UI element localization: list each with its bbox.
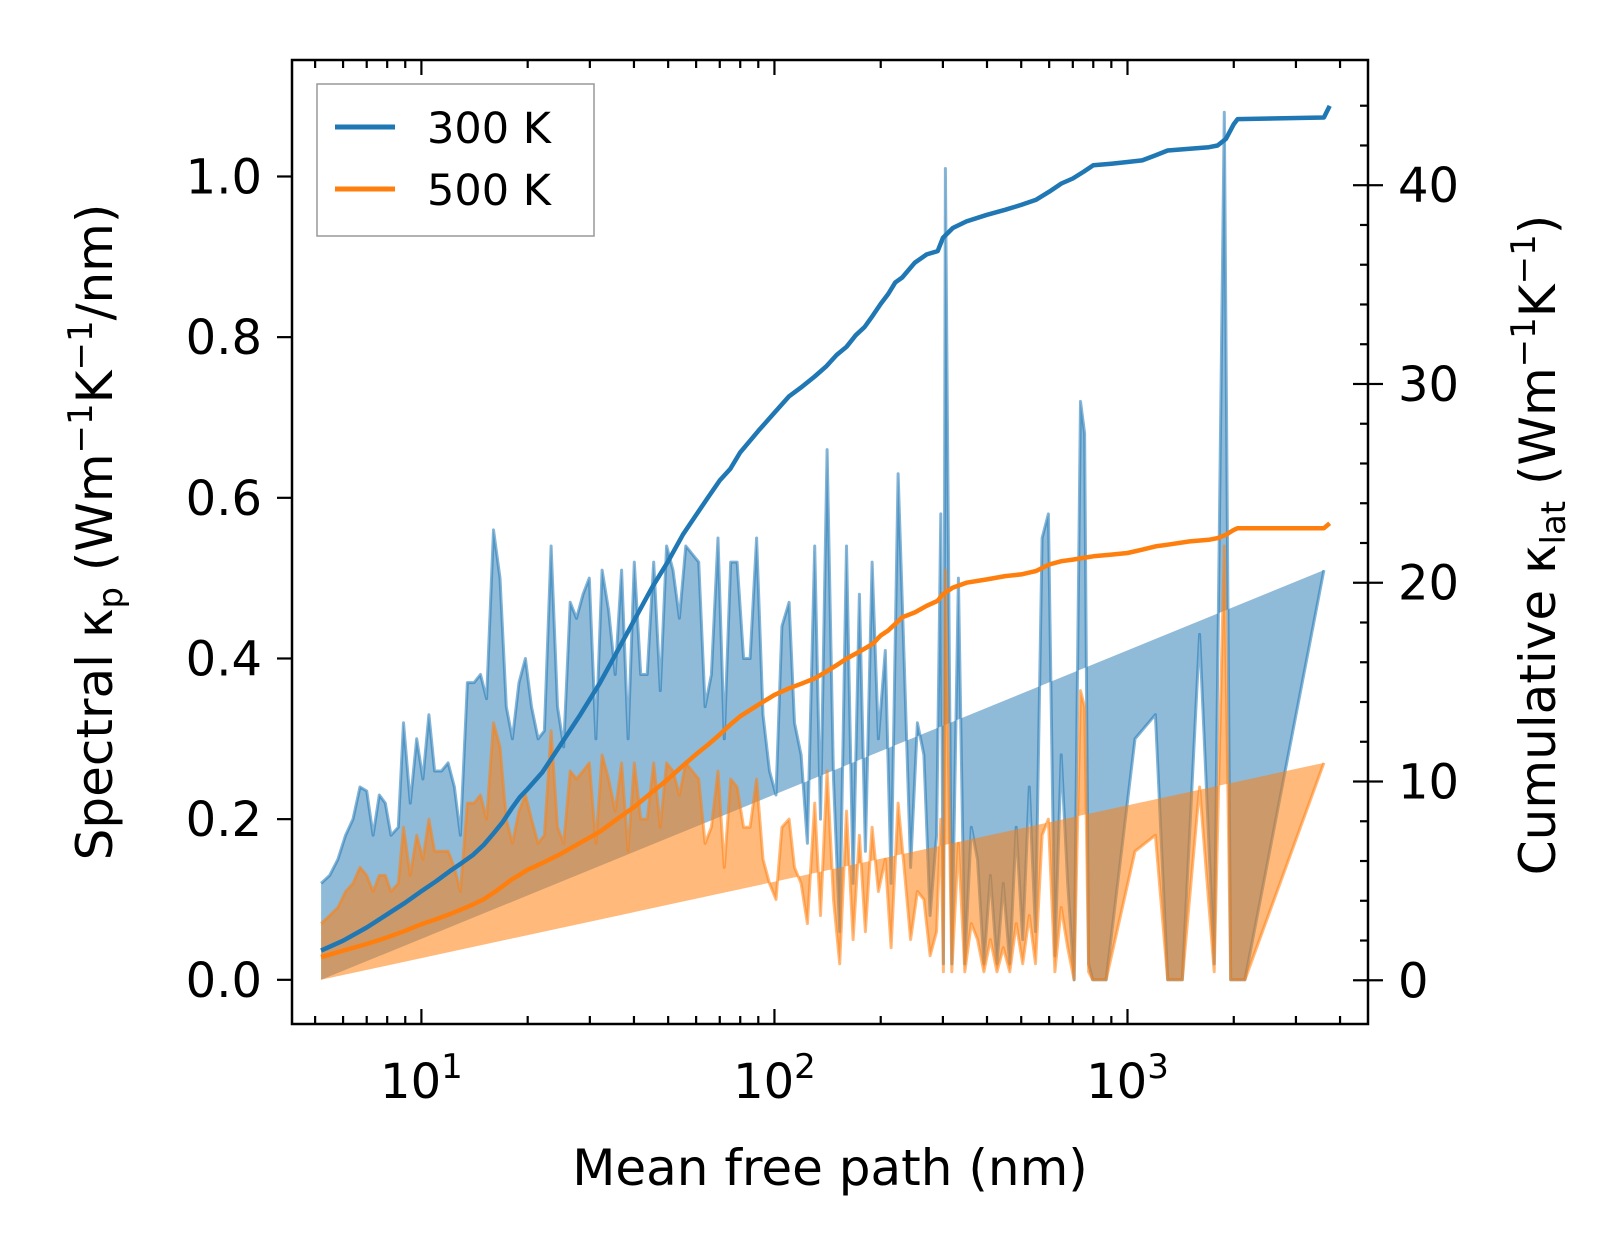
cumulative-line-300k: [320, 104, 1332, 953]
y-tick-label: 0.6: [186, 471, 262, 527]
x-axis-title: Mean free path (nm): [572, 1139, 1088, 1197]
y2-tick-label: 0: [1398, 953, 1429, 1009]
y-tick-label: 0.0: [186, 953, 262, 1009]
cumulative-line-500k: [320, 521, 1332, 960]
x-tick-label: 103: [1086, 1047, 1169, 1110]
cumulative-line-layer: [320, 104, 1332, 960]
y-tick-label: 0.8: [186, 310, 262, 366]
legend-label-300k: 300 K: [427, 104, 553, 154]
x-tick-label: 101: [380, 1047, 463, 1110]
y2-tick-label: 40: [1398, 158, 1459, 214]
y2-tick-label: 10: [1398, 755, 1459, 811]
spectral-fill-layer: [320, 110, 1326, 982]
legend: 300 K 500 K: [316, 83, 595, 237]
y-tick-label: 1.0: [186, 149, 262, 205]
legend-label-500k: 500 K: [427, 166, 553, 216]
spectral-line-500k: [320, 544, 1326, 982]
y2-axis-title: Cumulative κlat (Wm−1K−1): [1504, 215, 1574, 875]
x-axis: 101 102 103: [314, 60, 1342, 1110]
legend-box: [316, 83, 595, 237]
y-axis-left: 0.0 0.2 0.4 0.6 0.8 1.0: [186, 149, 292, 1009]
y-tick-label: 0.4: [186, 631, 262, 687]
y-axis-title: Spectral κp (Wm−1K−1/nm): [61, 204, 131, 861]
y2-tick-label: 20: [1398, 556, 1459, 612]
spectral-area-300k: [321, 112, 1324, 980]
y2-tick-label: 30: [1398, 357, 1459, 413]
spectral-area-500k: [321, 546, 1324, 980]
y-axis-right: 0 10 20 30 40: [1353, 104, 1459, 1009]
x-tick-label: 102: [733, 1047, 816, 1110]
y-tick-label: 0.2: [186, 792, 262, 848]
